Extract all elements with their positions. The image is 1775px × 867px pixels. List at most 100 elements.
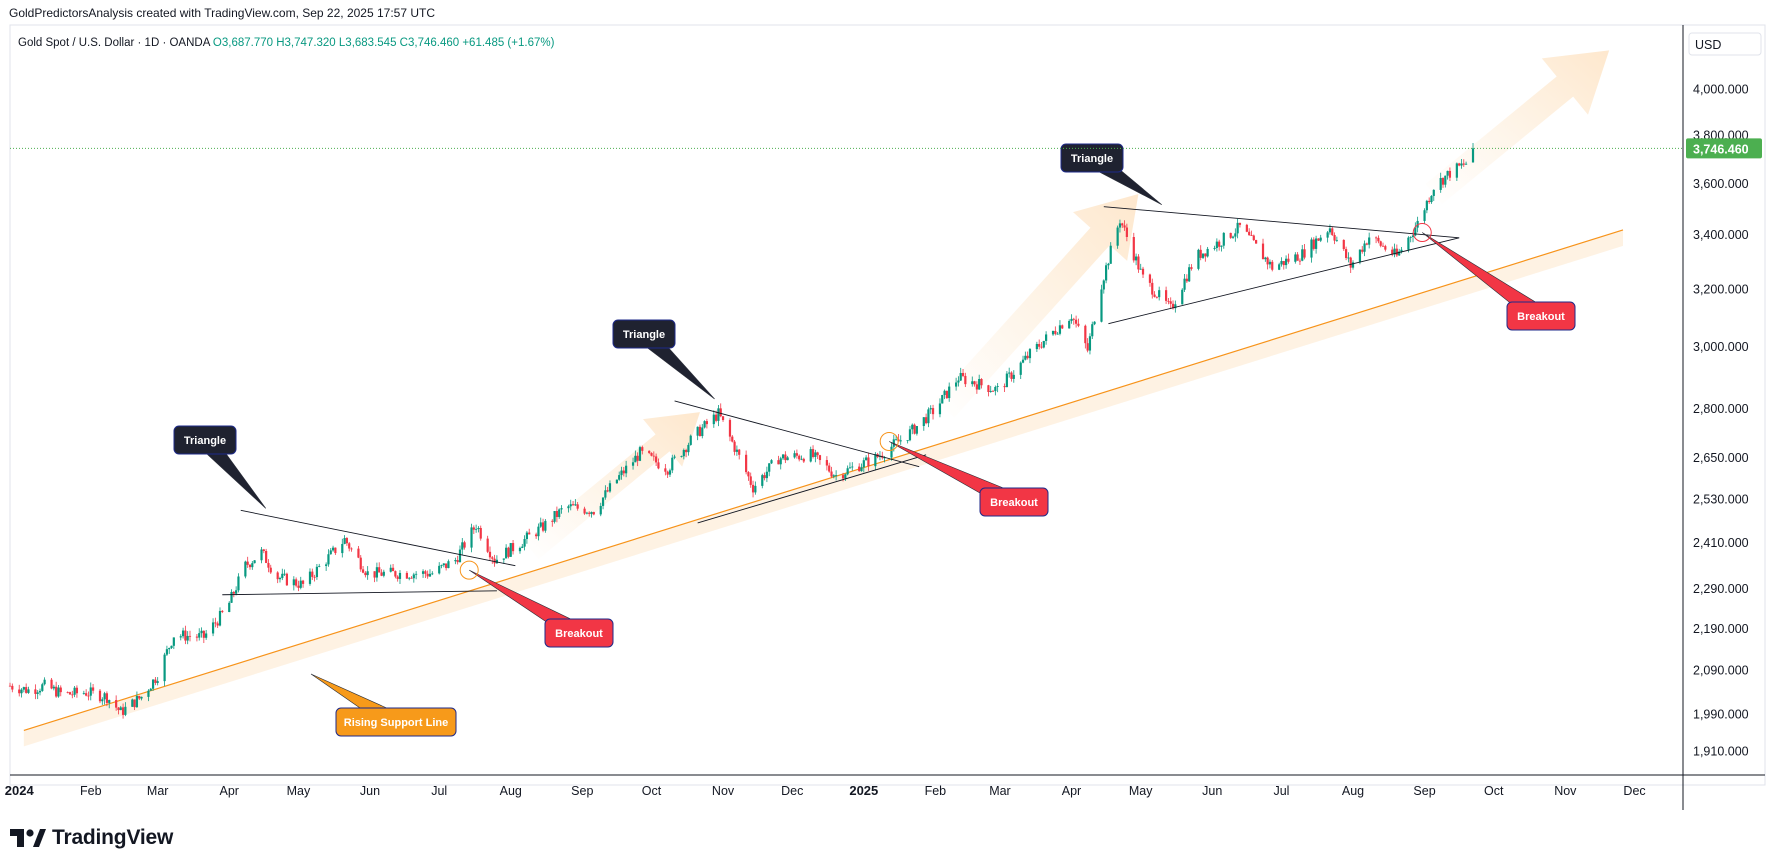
candle-body [91, 687, 95, 691]
candle-body [278, 578, 282, 580]
x-tick-label: Jun [1202, 784, 1222, 798]
candle-body [650, 452, 653, 456]
candle-body [1070, 318, 1073, 321]
candle-body [802, 458, 805, 462]
triangle-upper-line [1103, 206, 1460, 239]
candle-body [1464, 163, 1468, 165]
candle-body [784, 454, 787, 461]
triangle-callout-1-label: Triangle [184, 435, 226, 447]
candle-body [994, 386, 997, 392]
candle-body [1137, 256, 1140, 270]
candle-body [1028, 349, 1032, 359]
candle-body [1024, 355, 1027, 360]
breakout-callout-1-label: Breakout [555, 628, 603, 640]
candle-body [798, 455, 801, 460]
candle-body [832, 475, 835, 477]
candle-body [592, 512, 595, 515]
x-tick-label: May [1129, 784, 1153, 798]
triangle-callout-3[interactable]: Triangle [1060, 143, 1162, 205]
candle-body [75, 687, 79, 694]
candle-body [1185, 278, 1188, 282]
breakout-point-marker [879, 431, 899, 451]
candle-body [811, 449, 815, 457]
candle-body [622, 470, 625, 474]
candle-body [1347, 257, 1350, 259]
candle-body [124, 706, 127, 715]
candle-body [461, 542, 464, 550]
candle-body [1206, 248, 1209, 257]
candle-body [705, 421, 708, 425]
candle-body [410, 577, 413, 579]
candle-body [246, 561, 249, 565]
candle-body [779, 458, 782, 465]
candle-body [1148, 274, 1152, 283]
candle-body [359, 557, 362, 570]
candle-body [375, 567, 379, 578]
candle-body [211, 622, 215, 634]
candle-body [945, 390, 948, 399]
candle-body [202, 630, 205, 638]
candle-body [281, 573, 284, 579]
breakout-callout-2[interactable]: Breakout [879, 431, 1049, 517]
candle-body [228, 602, 231, 613]
candle-body [544, 520, 547, 531]
legend-high: H3,747.320 [276, 37, 339, 49]
candle-body [311, 571, 314, 577]
breakout-callout-3[interactable]: Breakout [1412, 223, 1576, 331]
candle-body [765, 471, 768, 479]
candle-body [1423, 210, 1426, 221]
y-tick-label: 2,090.000 [1693, 664, 1749, 678]
tradingview-logo[interactable]: TradingView [10, 826, 173, 850]
currency-selector[interactable]: USD [1688, 32, 1762, 56]
support-line-callout[interactable]: Rising Support Line [310, 673, 457, 737]
candle-body [1199, 249, 1202, 258]
candle-body [825, 460, 828, 466]
candle-body [179, 636, 182, 638]
candle-body [1218, 241, 1221, 247]
candle-body [768, 463, 771, 472]
candle-body [1331, 228, 1334, 235]
x-tick-label: Jul [1273, 784, 1289, 798]
candle-body [493, 558, 496, 564]
candle-body [297, 585, 300, 588]
x-tick-label: Feb [925, 784, 947, 798]
candle-body [1398, 251, 1401, 256]
candle-body [198, 633, 201, 638]
breakout-callout-1[interactable]: Breakout [459, 560, 614, 648]
candle-body [505, 547, 508, 559]
candle-body [1058, 325, 1062, 334]
candle-body [121, 707, 125, 715]
candle-body [507, 547, 510, 557]
triangle-callout-2[interactable]: Triangle [612, 319, 715, 400]
support-line-callout-box [335, 707, 457, 737]
candle-body [295, 579, 298, 586]
candle-body [458, 549, 462, 563]
x-tick-label: Oct [1484, 784, 1504, 798]
candle-body [523, 539, 526, 547]
candle-body [1248, 231, 1251, 236]
candle-body [938, 403, 942, 415]
candle-body [168, 647, 171, 650]
x-tick-label: Jun [360, 784, 380, 798]
candle-body [664, 468, 667, 472]
candle-body [781, 454, 785, 459]
candles [8, 143, 1475, 719]
triangle-callout-2-box [612, 319, 676, 349]
breakout-callout-3-box [1506, 301, 1576, 331]
candle-body [634, 455, 637, 463]
candle-body [221, 610, 224, 613]
candle-body [1271, 261, 1274, 270]
candle-body [1086, 343, 1089, 351]
candle-body [1381, 245, 1385, 247]
candle-body [117, 707, 120, 711]
candle-body [1407, 237, 1410, 250]
candle-body [655, 456, 658, 463]
candle-body [1229, 232, 1232, 238]
trend-arrow-1 [524, 412, 700, 560]
y-tick-label: 2,410.000 [1693, 536, 1749, 550]
candle-body [738, 449, 741, 455]
candle-body [851, 466, 854, 468]
candle-body [625, 465, 628, 474]
triangle-callout-1[interactable]: Triangle [173, 425, 267, 509]
